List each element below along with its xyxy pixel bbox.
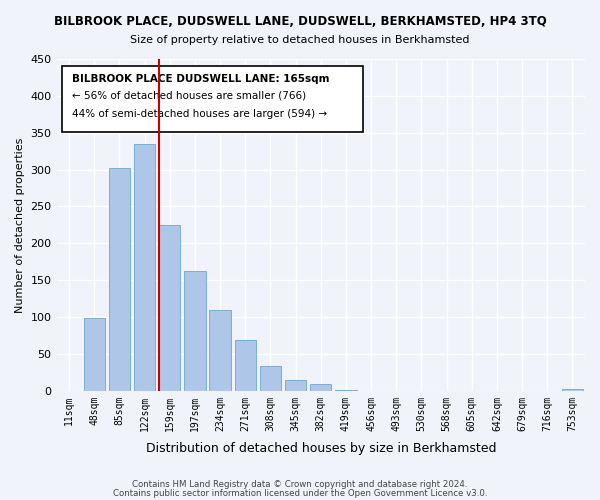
Bar [209, 310, 231, 391]
Text: BILBROOK PLACE DUDSWELL LANE: 165sqm: BILBROOK PLACE DUDSWELL LANE: 165sqm [73, 74, 330, 84]
Bar [109, 168, 130, 391]
Bar [335, 390, 356, 391]
Text: 44% of semi-detached houses are larger (594) →: 44% of semi-detached houses are larger (… [73, 109, 328, 119]
Text: Size of property relative to detached houses in Berkhamsted: Size of property relative to detached ho… [130, 35, 470, 45]
Bar [562, 390, 583, 391]
Text: Contains public sector information licensed under the Open Government Licence v3: Contains public sector information licen… [113, 489, 487, 498]
Bar [285, 380, 307, 391]
Y-axis label: Number of detached properties: Number of detached properties [15, 137, 25, 312]
Text: BILBROOK PLACE, DUDSWELL LANE, DUDSWELL, BERKHAMSTED, HP4 3TQ: BILBROOK PLACE, DUDSWELL LANE, DUDSWELL,… [53, 15, 547, 28]
Bar [159, 225, 181, 391]
FancyBboxPatch shape [62, 66, 363, 132]
X-axis label: Distribution of detached houses by size in Berkhamsted: Distribution of detached houses by size … [146, 442, 496, 455]
Bar [260, 366, 281, 391]
Bar [310, 384, 331, 391]
Text: Contains HM Land Registry data © Crown copyright and database right 2024.: Contains HM Land Registry data © Crown c… [132, 480, 468, 489]
Bar [134, 144, 155, 391]
Bar [83, 318, 105, 391]
Bar [235, 340, 256, 391]
Bar [184, 270, 206, 391]
Text: ← 56% of detached houses are smaller (766): ← 56% of detached houses are smaller (76… [73, 90, 307, 101]
